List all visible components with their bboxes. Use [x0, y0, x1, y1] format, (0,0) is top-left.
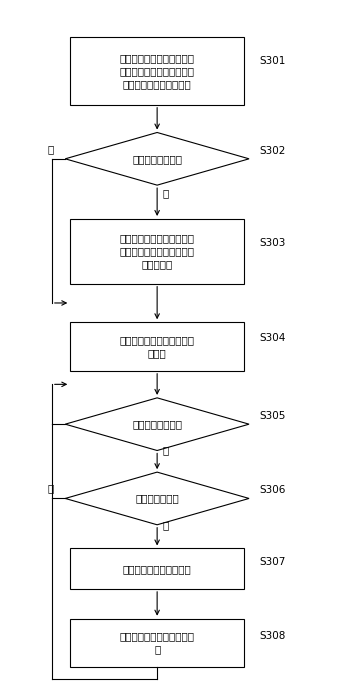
Bar — [70, 322, 244, 371]
Bar — [70, 219, 244, 284]
Text: 检测到干扰信号？: 检测到干扰信号？ — [132, 419, 182, 429]
Text: S308: S308 — [259, 631, 285, 641]
Bar — [70, 37, 244, 105]
Text: 确定用于采样触摸按键键值
的键值采样通道，用于采样
干扰信号的干扰检测通道: 确定用于采样触摸按键键值 的键值采样通道，用于采样 干扰信号的干扰检测通道 — [120, 53, 195, 90]
Text: S307: S307 — [259, 557, 285, 567]
Text: 系统初始化完成？: 系统初始化完成？ — [132, 154, 182, 164]
Text: S306: S306 — [259, 485, 285, 495]
Text: S303: S303 — [259, 238, 285, 248]
Text: S304: S304 — [259, 333, 285, 343]
Text: S301: S301 — [259, 56, 285, 66]
Text: 否: 否 — [162, 188, 168, 198]
Text: 触摸按键按下？: 触摸按键按下？ — [135, 493, 179, 504]
Text: S302: S302 — [259, 145, 285, 156]
Text: 响应触摸按键的触摸操作: 响应触摸按键的触摸操作 — [123, 564, 192, 574]
Text: 是: 是 — [47, 144, 53, 154]
Text: 扫描键值采样通道和干扰检
测通道: 扫描键值采样通道和干扰检 测通道 — [120, 335, 195, 358]
Bar — [70, 548, 244, 589]
Text: 否: 否 — [47, 483, 53, 493]
Text: 否: 否 — [162, 520, 168, 531]
Polygon shape — [65, 472, 249, 525]
Text: S305: S305 — [259, 411, 285, 421]
Polygon shape — [65, 398, 249, 451]
Polygon shape — [65, 132, 249, 185]
Text: 更新每一个采样通道的基准
值: 更新每一个采样通道的基准 值 — [120, 631, 195, 655]
Text: 是: 是 — [162, 446, 168, 455]
Bar — [70, 619, 244, 667]
Text: 扫描键值采样通道和干扰检
测通道，确定每一个采样通
道的基准值: 扫描键值采样通道和干扰检 测通道，确定每一个采样通 道的基准值 — [120, 233, 195, 269]
